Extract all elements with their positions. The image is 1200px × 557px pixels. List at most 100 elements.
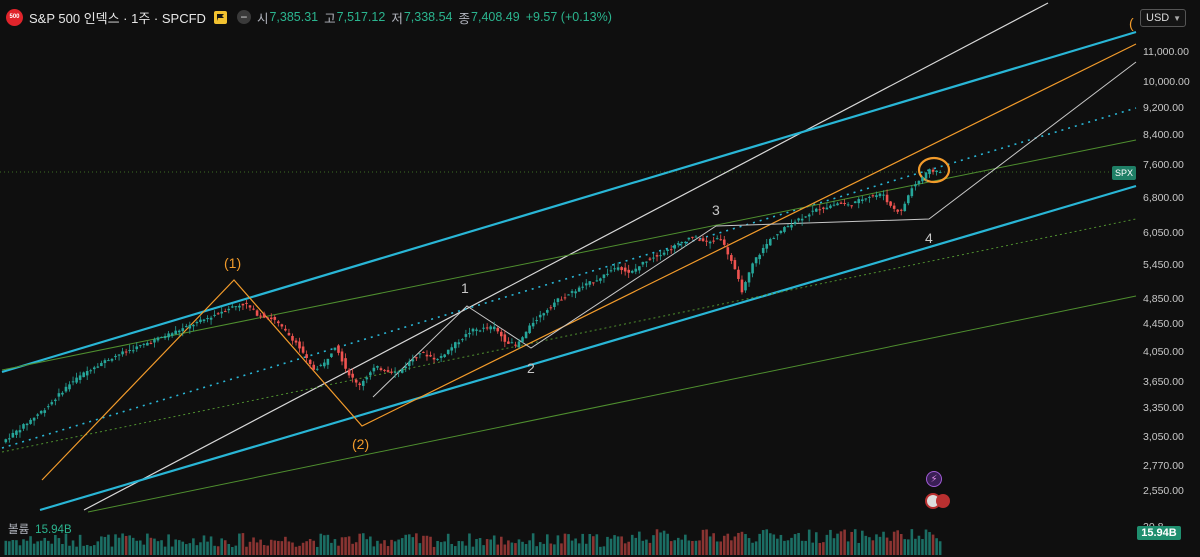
candle-body xyxy=(213,314,216,316)
currency-select[interactable]: USD ▼ xyxy=(1140,9,1186,27)
blue-channel-lower[interactable] xyxy=(39,184,1137,512)
candle-body xyxy=(340,351,344,362)
candle-body xyxy=(146,342,149,346)
volume-bar xyxy=(489,539,492,555)
flag-icon[interactable] xyxy=(213,10,227,24)
price-axis-label: 3,050.00 xyxy=(1143,431,1184,443)
orange-wave-lines[interactable] xyxy=(41,43,1137,481)
volume-bar xyxy=(853,529,857,555)
volume-bar xyxy=(174,539,177,555)
blue-dotted-midline[interactable] xyxy=(1,107,1137,449)
candle-body xyxy=(96,366,100,368)
candle-body xyxy=(15,430,18,435)
volume-bar xyxy=(606,536,609,555)
volume-bar xyxy=(914,538,917,555)
volume-bar xyxy=(358,533,362,555)
volume-bar xyxy=(195,545,199,555)
volume-bar xyxy=(443,541,446,555)
volume-bar xyxy=(542,543,546,555)
candle-body xyxy=(50,402,54,405)
volume-bar xyxy=(61,543,64,555)
volume-bar xyxy=(376,540,379,555)
volume-bar xyxy=(811,542,815,555)
green-upper-line[interactable] xyxy=(1,139,1137,371)
volume-bar xyxy=(747,538,751,555)
grey-wave-lines[interactable] xyxy=(372,61,1137,398)
candle-body xyxy=(829,205,832,208)
volume-bar xyxy=(485,539,489,555)
candle-body xyxy=(673,245,677,249)
orange-circle-annotation[interactable] xyxy=(917,156,951,184)
volume-bar xyxy=(390,539,393,555)
candle-body xyxy=(793,221,797,225)
candle-body xyxy=(818,209,822,211)
candle-body xyxy=(581,286,584,288)
candle-body xyxy=(312,364,316,370)
candle-body xyxy=(846,204,850,206)
candle-body xyxy=(323,362,326,367)
candle-body xyxy=(524,331,528,339)
candle-body xyxy=(666,249,669,251)
candle-body xyxy=(135,346,139,350)
volume-bar xyxy=(875,534,878,555)
candle-body xyxy=(25,423,29,426)
volume-bar xyxy=(570,540,574,555)
volume-bar xyxy=(507,540,510,555)
candle-body xyxy=(836,203,839,206)
dividend-event-icon[interactable] xyxy=(936,494,950,508)
candle-body xyxy=(32,417,36,421)
volume-bar xyxy=(538,542,542,555)
volume-bar xyxy=(680,539,684,555)
volume-bar xyxy=(411,537,415,555)
candle-body xyxy=(36,414,39,416)
volume-bar xyxy=(740,531,744,555)
volume-legend: 볼륨 15.94B xyxy=(8,521,72,537)
price-axis-label: 5,450.00 xyxy=(1143,259,1184,271)
collapse-minus-icon[interactable]: − xyxy=(236,10,251,24)
volume-bar xyxy=(754,541,758,555)
blue-channel-upper[interactable] xyxy=(1,30,1137,374)
volume-bar xyxy=(832,538,836,555)
volume-bar xyxy=(719,541,723,555)
candle-body xyxy=(315,368,319,370)
volume-bar xyxy=(266,545,270,555)
volume-bar xyxy=(227,543,231,555)
candle-body xyxy=(277,321,280,324)
volume-bar xyxy=(418,543,422,555)
volume-bar xyxy=(524,544,528,555)
candle-body xyxy=(195,322,199,324)
candle-body xyxy=(868,196,871,198)
volume-bar xyxy=(797,532,800,555)
green-lower-line[interactable] xyxy=(87,295,1137,513)
wave-label-2: 2 xyxy=(527,360,535,376)
candle-body xyxy=(425,354,429,357)
volume-bar xyxy=(4,540,8,555)
volume-bar xyxy=(8,541,11,555)
candle-body xyxy=(599,278,602,281)
candle-body xyxy=(298,341,301,349)
volume-bar xyxy=(305,541,308,555)
volume-bar xyxy=(790,537,793,555)
candle-body xyxy=(616,267,620,270)
volume-bar xyxy=(397,539,400,555)
volume-bar xyxy=(864,535,868,555)
lightning-event-icon[interactable]: ⚡ xyxy=(926,471,942,487)
candle-body xyxy=(507,341,510,344)
volume-bar xyxy=(814,532,818,555)
volume-bar xyxy=(482,545,485,555)
candle-body xyxy=(655,255,659,257)
volume-bar xyxy=(54,534,57,555)
price-axis-label: 6,050.00 xyxy=(1143,227,1184,239)
candle-body xyxy=(301,346,305,353)
candle-body xyxy=(730,255,733,261)
drawing-tools[interactable] xyxy=(0,2,1137,513)
candle-body xyxy=(333,347,337,350)
symbol-title[interactable]: S&P 500 인덱스 · 1주 · SPCFD xyxy=(29,10,206,26)
candle-body xyxy=(266,317,270,319)
white-trend-line[interactable] xyxy=(83,2,1049,511)
candle-body xyxy=(11,432,15,438)
candle-body xyxy=(560,299,563,301)
candle-body xyxy=(252,308,255,310)
candle-body xyxy=(259,315,262,317)
